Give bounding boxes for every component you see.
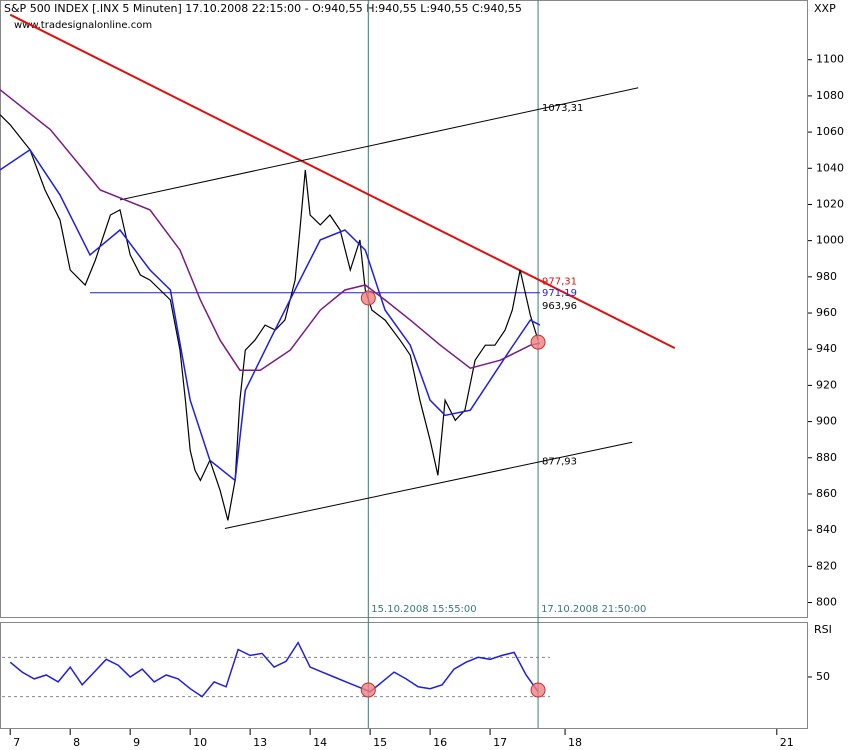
x-tick-label: 18 xyxy=(568,736,582,749)
price-line xyxy=(0,114,539,521)
price-label: 971,19 xyxy=(542,288,577,299)
price-label: 877,93 xyxy=(542,457,577,468)
price-label: 1073,31 xyxy=(542,103,583,114)
source-link: www.tradesignalonline.com xyxy=(14,20,152,31)
y-tick-label: 900 xyxy=(816,415,837,428)
date-label: 17.10.2008 21:50:00 xyxy=(541,604,646,615)
x-tick-label: 21 xyxy=(780,736,794,749)
x-tick-label: 9 xyxy=(133,736,140,749)
price-label: 977,31 xyxy=(542,277,577,288)
x-tick-label: 10 xyxy=(193,736,207,749)
y-tick-label: 960 xyxy=(816,306,837,319)
x-tick-label: 15 xyxy=(373,736,387,749)
y-tick-label: 1080 xyxy=(816,89,844,102)
y-tick-label: 800 xyxy=(816,596,837,609)
chart-header: S&P 500 INDEX [.INX 5 Minuten] 17.10.200… xyxy=(4,2,522,15)
signal-marker xyxy=(360,290,376,306)
trendline xyxy=(119,87,639,201)
y-tick-label: 980 xyxy=(816,270,837,283)
main-panel xyxy=(0,0,808,618)
price-label: 963,96 xyxy=(542,301,577,312)
price-line xyxy=(0,89,541,371)
date-label: 15.10.2008 15:55:00 xyxy=(371,604,476,615)
y-tick-label: 940 xyxy=(816,342,837,355)
x-tick-label: 13 xyxy=(253,736,267,749)
y-tick-label: 50 xyxy=(816,670,830,683)
trendline xyxy=(224,441,633,529)
signal-marker xyxy=(530,334,546,350)
trendline xyxy=(9,13,676,349)
y-tick-label: 1100 xyxy=(816,53,844,66)
y-tick-label: 840 xyxy=(816,523,837,536)
y-tick-label: 1060 xyxy=(816,125,844,138)
rsi-panel xyxy=(0,622,808,729)
x-tick-label: 8 xyxy=(73,736,80,749)
x-tick-label: 16 xyxy=(433,736,447,749)
signal-marker xyxy=(360,682,376,698)
y-tick-label: 1000 xyxy=(816,234,844,247)
price-line xyxy=(9,641,539,698)
y-tick-label: 1020 xyxy=(816,197,844,210)
y-tick-label: 920 xyxy=(816,378,837,391)
x-tick-label: 17 xyxy=(493,736,507,749)
x-tick-label: 14 xyxy=(313,736,327,749)
signal-marker xyxy=(530,682,546,698)
price-line xyxy=(0,148,541,482)
symbol: XXP xyxy=(814,2,836,15)
y-tick-label: 860 xyxy=(816,487,837,500)
rsi-title: RSI xyxy=(814,623,832,636)
x-tick-label: 7 xyxy=(13,736,20,749)
y-tick-label: 820 xyxy=(816,559,837,572)
y-tick-label: 880 xyxy=(816,451,837,464)
y-tick-label: 1040 xyxy=(816,161,844,174)
